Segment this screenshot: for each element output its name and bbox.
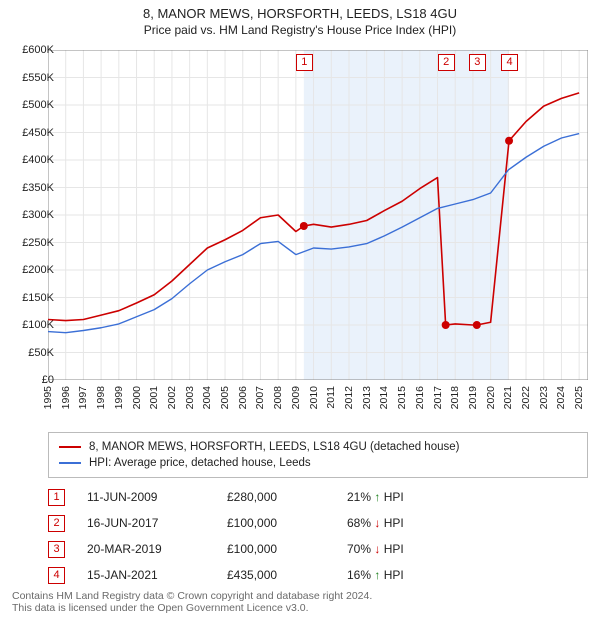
y-tick-label: £450K — [8, 127, 54, 139]
sale-index-box: 1 — [48, 489, 65, 506]
x-tick-label: 2022 — [520, 386, 532, 409]
title-line-1: 8, MANOR MEWS, HORSFORTH, LEEDS, LS18 4G… — [0, 6, 600, 21]
x-tick-label: 2023 — [538, 386, 550, 409]
trend-arrow-icon: ↓ — [374, 516, 380, 530]
x-tick-label: 1999 — [113, 386, 125, 409]
sale-row: 4 15-JAN-2021£435,00016% ↑ HPI — [48, 562, 588, 588]
sale-row: 3 20-MAR-2019£100,00070% ↓ HPI — [48, 536, 588, 562]
trend-arrow-icon: ↑ — [374, 568, 380, 582]
x-tick-label: 2011 — [325, 386, 337, 409]
sale-date: 16-JUN-2017 — [87, 516, 227, 530]
footer-line-2: This data is licensed under the Open Gov… — [12, 602, 588, 614]
y-tick-label: £150K — [8, 292, 54, 304]
legend-swatch — [59, 462, 81, 464]
x-tick-label: 1997 — [77, 386, 89, 409]
sale-index-box: 4 — [48, 567, 65, 584]
x-tick-label: 1995 — [42, 386, 54, 409]
x-tick-label: 2013 — [361, 386, 373, 409]
legend-swatch — [59, 446, 81, 448]
x-tick-label: 2021 — [502, 386, 514, 409]
x-tick-label: 2025 — [573, 386, 585, 409]
x-tick-label: 2008 — [272, 386, 284, 409]
sale-price: £100,000 — [227, 516, 347, 530]
x-tick-label: 2015 — [396, 386, 408, 409]
y-tick-label: £600K — [8, 44, 54, 56]
sale-marker: 2 — [438, 54, 455, 71]
sale-price: £280,000 — [227, 490, 347, 504]
sale-price: £100,000 — [227, 542, 347, 556]
x-tick-label: 2018 — [449, 386, 461, 409]
y-tick-label: £250K — [8, 237, 54, 249]
y-tick-label: £350K — [8, 182, 54, 194]
sale-marker: 1 — [296, 54, 313, 71]
y-tick-label: £500K — [8, 99, 54, 111]
x-tick-label: 2005 — [219, 386, 231, 409]
sale-pct-vs-hpi: 70% ↓ HPI — [347, 542, 457, 556]
sale-row: 1 11-JUN-2009£280,00021% ↑ HPI — [48, 484, 588, 510]
sale-row: 2 16-JUN-2017£100,00068% ↓ HPI — [48, 510, 588, 536]
footer-line-1: Contains HM Land Registry data © Crown c… — [12, 590, 588, 602]
sale-pct-vs-hpi: 68% ↓ HPI — [347, 516, 457, 530]
sale-date: 20-MAR-2019 — [87, 542, 227, 556]
legend-item: HPI: Average price, detached house, Leed… — [59, 455, 577, 471]
x-tick-label: 2004 — [201, 386, 213, 409]
title-line-2: Price paid vs. HM Land Registry's House … — [0, 23, 600, 37]
x-tick-label: 2017 — [432, 386, 444, 409]
x-tick-label: 2012 — [343, 386, 355, 409]
x-tick-label: 2024 — [555, 386, 567, 409]
sale-index-box: 3 — [48, 541, 65, 558]
footer-attribution: Contains HM Land Registry data © Crown c… — [12, 590, 588, 614]
sale-pct-vs-hpi: 16% ↑ HPI — [347, 568, 457, 582]
x-tick-label: 2009 — [290, 386, 302, 409]
sale-marker: 3 — [469, 54, 486, 71]
x-tick-label: 2019 — [467, 386, 479, 409]
x-tick-label: 2000 — [131, 386, 143, 409]
y-tick-label: £300K — [8, 209, 54, 221]
x-tick-label: 2006 — [237, 386, 249, 409]
x-tick-label: 2001 — [148, 386, 160, 409]
sale-date: 11-JUN-2009 — [87, 490, 227, 504]
y-tick-label: £100K — [8, 319, 54, 331]
y-tick-label: £550K — [8, 72, 54, 84]
x-tick-label: 2014 — [378, 386, 390, 409]
sale-date: 15-JAN-2021 — [87, 568, 227, 582]
legend-label: 8, MANOR MEWS, HORSFORTH, LEEDS, LS18 4G… — [89, 441, 459, 453]
sales-table: 1 11-JUN-2009£280,00021% ↑ HPI 2 16-JUN-201… — [48, 484, 588, 588]
y-tick-label: £0 — [8, 374, 54, 386]
y-tick-label: £200K — [8, 264, 54, 276]
price-chart — [48, 50, 588, 380]
legend-item: 8, MANOR MEWS, HORSFORTH, LEEDS, LS18 4G… — [59, 439, 577, 455]
chart-legend: 8, MANOR MEWS, HORSFORTH, LEEDS, LS18 4G… — [48, 432, 588, 478]
x-tick-label: 2007 — [254, 386, 266, 409]
x-tick-label: 2020 — [485, 386, 497, 409]
sale-index-box: 2 — [48, 515, 65, 532]
trend-arrow-icon: ↓ — [374, 542, 380, 556]
legend-label: HPI: Average price, detached house, Leed… — [89, 457, 311, 469]
sale-marker: 4 — [501, 54, 518, 71]
x-tick-label: 1998 — [95, 386, 107, 409]
x-tick-label: 2010 — [308, 386, 320, 409]
x-tick-label: 2003 — [184, 386, 196, 409]
y-tick-label: £400K — [8, 154, 54, 166]
sale-price: £435,000 — [227, 568, 347, 582]
x-tick-label: 1996 — [60, 386, 72, 409]
x-tick-label: 2016 — [414, 386, 426, 409]
sale-pct-vs-hpi: 21% ↑ HPI — [347, 490, 457, 504]
y-tick-label: £50K — [8, 347, 54, 359]
x-tick-label: 2002 — [166, 386, 178, 409]
trend-arrow-icon: ↑ — [374, 490, 380, 504]
